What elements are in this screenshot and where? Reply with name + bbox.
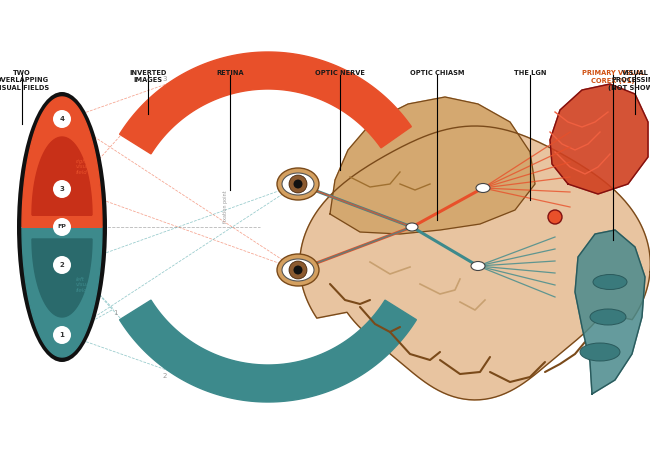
Ellipse shape (580, 343, 620, 361)
Circle shape (289, 175, 307, 193)
Ellipse shape (590, 309, 626, 325)
Text: fixation point: fixation point (222, 191, 227, 223)
Polygon shape (575, 230, 645, 394)
Text: INVERTED
IMAGES: INVERTED IMAGES (129, 70, 166, 84)
Text: 4: 4 (60, 116, 64, 122)
Polygon shape (120, 52, 411, 154)
Text: FP: FP (58, 225, 66, 230)
Ellipse shape (471, 261, 485, 270)
Ellipse shape (593, 274, 627, 290)
Text: 3: 3 (162, 76, 167, 82)
Text: 2: 2 (60, 262, 64, 268)
Ellipse shape (17, 92, 107, 362)
Polygon shape (120, 300, 417, 402)
Ellipse shape (277, 254, 319, 286)
Polygon shape (32, 239, 92, 317)
Ellipse shape (406, 223, 418, 231)
Polygon shape (330, 97, 535, 234)
Circle shape (289, 261, 307, 279)
Polygon shape (32, 137, 92, 215)
Text: THE LGN: THE LGN (514, 70, 546, 76)
Text: 1: 1 (60, 332, 64, 338)
Circle shape (53, 180, 71, 198)
Circle shape (53, 110, 71, 128)
Circle shape (294, 180, 302, 188)
Text: 3: 3 (60, 186, 64, 192)
Text: OPTIC NERVE: OPTIC NERVE (315, 70, 365, 76)
Polygon shape (22, 97, 102, 227)
Ellipse shape (282, 173, 314, 195)
Polygon shape (22, 227, 102, 357)
Ellipse shape (277, 168, 319, 200)
Circle shape (548, 210, 562, 224)
Text: left
visual
field: left visual field (76, 277, 92, 293)
Text: right
visual
field: right visual field (76, 159, 92, 175)
Text: PRIMARY VISUAL
COREX (V1): PRIMARY VISUAL COREX (V1) (582, 70, 644, 84)
Circle shape (294, 266, 302, 274)
Text: 2: 2 (162, 373, 167, 379)
Text: TWO
OVERLAPPING
VISUAL FIELDS: TWO OVERLAPPING VISUAL FIELDS (0, 70, 49, 91)
Text: OPTIC CHIASM: OPTIC CHIASM (410, 70, 464, 76)
Text: RETINA: RETINA (216, 70, 244, 76)
Ellipse shape (476, 183, 490, 193)
Text: 1: 1 (114, 310, 118, 316)
Text: VISUAL
PROCESSING
(NOT SHOWN): VISUAL PROCESSING (NOT SHOWN) (608, 70, 650, 91)
Polygon shape (300, 126, 650, 400)
Circle shape (53, 326, 71, 344)
Circle shape (53, 256, 71, 274)
Ellipse shape (282, 259, 314, 281)
Polygon shape (550, 84, 648, 194)
Circle shape (53, 218, 71, 236)
